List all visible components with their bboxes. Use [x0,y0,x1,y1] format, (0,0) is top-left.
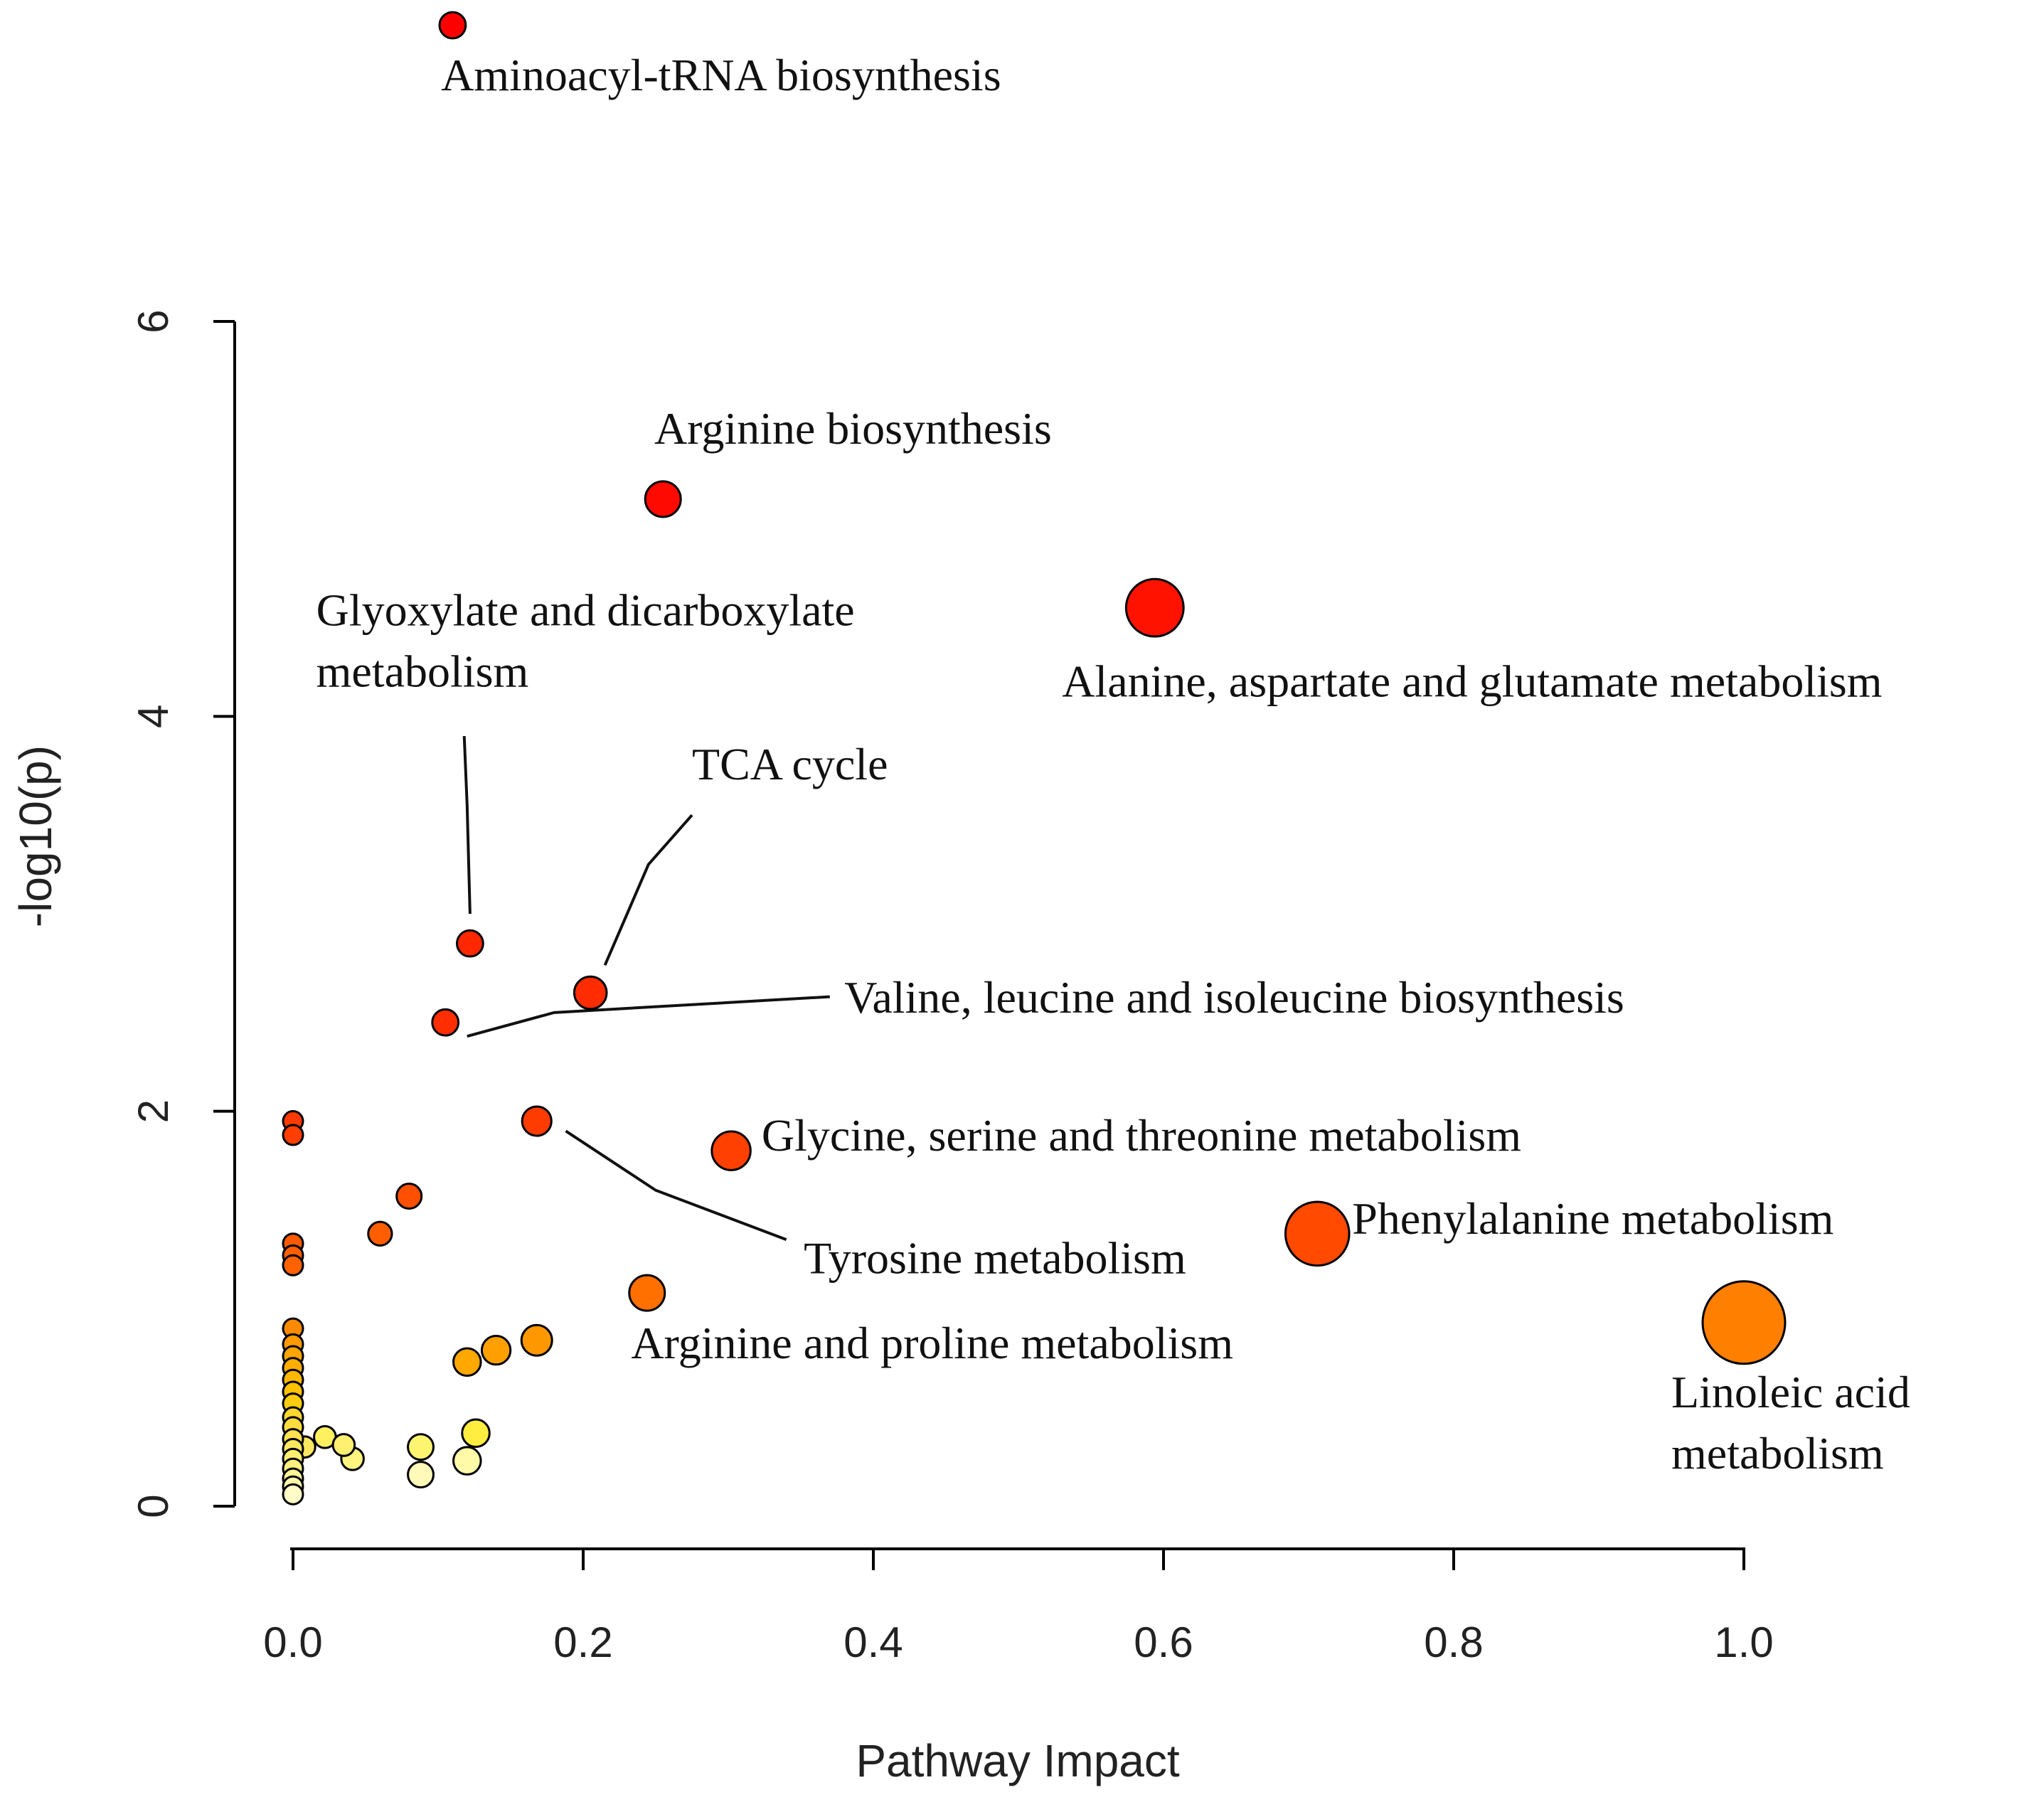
annotation-line: metabolism [316,646,529,697]
leader-line [565,1129,787,1242]
y-tick-label: 6 [129,309,177,333]
data-point [407,1461,435,1489]
leader-line [603,814,693,966]
data-point [282,1124,304,1146]
data-point [407,1433,435,1461]
data-point [520,1323,553,1357]
point-annotation: Glycine, serine and threonine metabolism [762,1110,1521,1161]
axes: 0 2 4 6 0.0 0.2 0.4 0.6 0.8 1.0 Pathway Impact -… [10,309,1774,1786]
data-point [282,1254,304,1276]
y-tick-label: 2 [129,1099,177,1123]
pathway-point [710,1130,752,1171]
point-annotation: Alanine, aspartate and glutamate metabol… [1062,656,1882,707]
data-point [480,1334,512,1366]
annotation-leader-lines [462,736,830,1242]
annotation-line: Alanine, aspartate and glutamate metabol… [1062,656,1882,707]
annotation-line: Tyrosine metabolism [804,1232,1186,1283]
x-ticks: 0.0 0.2 0.4 0.6 0.8 1.0 [263,1549,1774,1666]
data-point [395,1183,423,1210]
x-tick-label: 0.0 [263,1619,322,1666]
point-annotations: Aminoacyl-tRNA biosynthesis Arginine bios… [316,50,1910,1478]
data-point [331,1433,356,1457]
pathway-point [573,975,608,1011]
pathway-point [521,1105,553,1137]
pathway-point [644,480,682,518]
pathway-point [1124,577,1185,638]
x-axis-title: Pathway Impact [856,1735,1180,1786]
leader-line [467,995,830,1038]
annotation-line: Arginine and proline metabolism [631,1318,1233,1368]
point-annotation: Phenylalanine metabolism [1352,1193,1833,1244]
data-point [452,1446,482,1476]
point-annotation: Valine, leucine and isoleucine biosynthe… [844,972,1624,1023]
x-tick-label: 0.2 [553,1619,612,1666]
data-point [367,1220,393,1247]
y-tick-label: 0 [129,1494,177,1518]
x-tick-label: 0.6 [1134,1619,1193,1666]
point-annotation: Arginine biosynthesis [654,403,1052,454]
annotation-line: Linoleic acid [1671,1367,1910,1417]
point-annotation: Aminoacyl-tRNA biosynthesis [441,50,1001,100]
pathway-point [431,1008,460,1037]
data-points [282,11,1787,1505]
leader-line [462,736,472,915]
point-annotation: Glyoxylate and dicarboxylate metabolism [316,585,855,697]
point-annotation: Arginine and proline metabolism [631,1318,1233,1368]
point-annotation: TCA cycle [692,739,888,789]
pathway-point [628,1274,666,1312]
annotation-line: TCA cycle [692,739,888,789]
data-point [452,1347,482,1377]
annotation-line: Valine, leucine and isoleucine biosynthe… [844,972,1624,1023]
data-point [282,1483,304,1505]
point-annotation: Linoleic acid metabolism [1671,1367,1910,1478]
x-tick-label: 1.0 [1714,1619,1773,1666]
annotation-line: Phenylalanine metabolism [1352,1193,1833,1244]
pathway-point [438,11,467,40]
annotation-line: Glyoxylate and dicarboxylate [316,585,855,636]
annotation-line: Glycine, serine and threonine metabolism [762,1110,1521,1161]
pathway-point [455,929,484,958]
point-annotation: Tyrosine metabolism [804,1232,1186,1283]
y-axis-title: -log10(p) [10,745,61,927]
annotation-line: Aminoacyl-tRNA biosynthesis [441,50,1001,100]
x-tick-label: 0.4 [843,1619,903,1666]
y-tick-label: 4 [129,705,177,728]
annotation-line: metabolism [1671,1428,1884,1478]
pathway-point [1284,1200,1351,1267]
y-ticks: 0 2 4 6 [129,309,235,1518]
pathway-point [1701,1280,1787,1365]
annotation-line: Arginine biosynthesis [654,403,1052,454]
x-tick-label: 0.8 [1424,1619,1483,1666]
data-point [461,1418,491,1449]
